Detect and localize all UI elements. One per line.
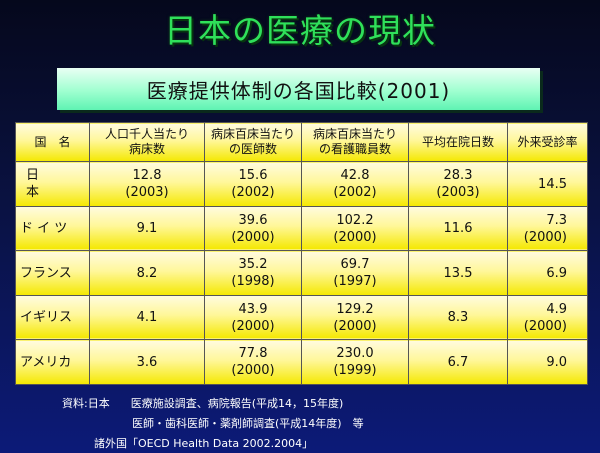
source-note-1: 資料:日本 医療施設調査、病院報告(平成14，15年度) — [62, 397, 343, 411]
country-cell: イギリス — [15, 294, 90, 341]
subtitle-banner: 医療提供体制の各国比較(2001) — [57, 68, 540, 110]
table-row: イギリス 4.1 43.9 (2000) 129.2 (2000) 8.3 4.9(… — [15, 294, 588, 341]
data-cell: 15.6 (2002) — [204, 161, 302, 207]
data-cell: 77.8 (2000) — [204, 339, 302, 385]
header-average-stay: 平均在院日数 — [408, 121, 508, 163]
header-country: 国 名 — [15, 121, 90, 163]
source-text-1: 医療施設調査、病院報告(平成14，15年度) — [130, 397, 344, 410]
data-cell: 13.5 — [408, 250, 508, 296]
data-cell: 28.3 (2003) — [408, 161, 508, 207]
data-cell: 3.6 — [89, 339, 205, 385]
data-cell: 12.8 (2003) — [89, 161, 205, 207]
data-cell: 129.2 (2000) — [301, 294, 409, 341]
table-row: アメリカ 3.6 77.8 (2000) 230.0 (1999) 6.7 9.0 — [15, 339, 588, 385]
table-row: ド イ ツ 9.1 39.6 (2000) 102.2 (2000) 11.6 7.… — [15, 205, 588, 252]
country-cell: フランス — [15, 250, 90, 296]
data-cell: 102.2 (2000) — [301, 205, 409, 252]
data-cell: 39.6 (2000) — [204, 205, 302, 252]
country-cell: 日 本 — [15, 161, 90, 207]
source-note-2: 医師・歯科医師・薬剤師調査(平成14年度) 等 — [132, 417, 364, 430]
header-doctors-per-100-beds: 病床百床当たり の医師数 — [204, 121, 302, 163]
data-cell: 9.0 — [507, 339, 588, 385]
data-cell: 4.1 — [89, 294, 205, 341]
slide-title: 日本の医療の現状 — [164, 11, 436, 50]
table-row: フランス 8.2 35.2 (1998) 69.7 (1997) 13.5 6.9 — [15, 250, 588, 296]
source-note-3: 諸外国「OECD Health Data 2002.2004」 — [94, 437, 314, 450]
data-cell: 230.0 (1999) — [301, 339, 409, 385]
country-cell: ド イ ツ — [15, 205, 90, 252]
data-cell: 11.6 — [408, 205, 508, 252]
source-label: 資料:日本 — [62, 397, 110, 410]
header-beds-per-1000: 人口千人当たり 病床数 — [89, 121, 205, 163]
data-cell: 42.8 (2002) — [301, 161, 409, 207]
data-cell: 4.9 (2000) — [507, 294, 588, 341]
data-cell: 43.9 (2000) — [204, 294, 302, 341]
subtitle-text: 医療提供体制の各国比較(2001) — [146, 78, 451, 103]
data-cell: 8.2 — [89, 250, 205, 296]
header-nurses-per-100-beds: 病床百床当たり の看護職員数 — [301, 121, 409, 163]
country-cell: アメリカ — [15, 339, 90, 385]
data-cell: 8.3 — [408, 294, 508, 341]
header-outpatient-rate: 外来受診率 — [507, 121, 588, 163]
data-cell: 7.3 (2000) — [507, 205, 588, 252]
table-row: 日 本 12.8 (2003) 15.6 (2002) 42.8 (2002) 28.… — [15, 161, 588, 207]
data-cell: 9.1 — [89, 205, 205, 252]
data-cell: 6.9 — [507, 250, 588, 296]
comparison-table: 国 名 人口千人当たり 病床数 病床百床当たり の医師数 病床百床当たり の看護職員数… — [15, 121, 588, 385]
data-cell: 69.7 (1997) — [301, 250, 409, 296]
table-header-row: 国 名 人口千人当たり 病床数 病床百床当たり の医師数 病床百床当たり の看護職員数… — [15, 121, 588, 163]
data-cell: 6.7 — [408, 339, 508, 385]
data-cell: 14.5 — [507, 161, 588, 207]
data-cell: 35.2 (1998) — [204, 250, 302, 296]
